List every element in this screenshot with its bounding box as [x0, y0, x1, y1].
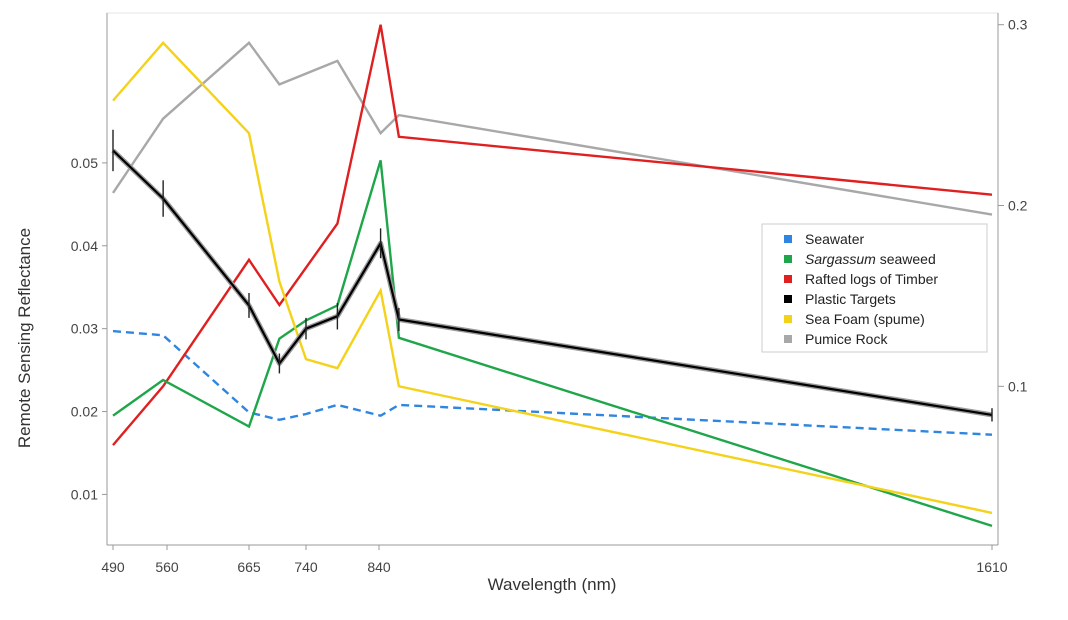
- x-tick-label: 490: [101, 559, 125, 575]
- legend-swatch: [784, 315, 792, 323]
- series-line-sea-foam-spume: [112, 41, 993, 515]
- x-tick-label: 560: [155, 559, 179, 575]
- y-tick-label: 0.02: [71, 404, 98, 420]
- series-line-rafted-logs-of-timber: [112, 24, 993, 446]
- x-tick-label: 840: [367, 559, 391, 575]
- legend-swatch: [784, 295, 792, 303]
- legend-label: Plastic Targets: [805, 291, 896, 307]
- legend: Seawater Sargassum seaweed Rafted logs of …: [761, 223, 988, 353]
- series-layer: [111, 24, 993, 528]
- axes-layer: 490 560 665 740 840 1610 0.01 0.02 0.03 0.04 0.05 0…: [71, 13, 1028, 575]
- legend-label: Sargassum seaweed: [805, 251, 936, 267]
- x-tick-label: 740: [294, 559, 318, 575]
- y-tick-label: 0.03: [71, 321, 98, 337]
- legend-swatch: [784, 275, 792, 283]
- x-tick-label: 1610: [976, 559, 1007, 575]
- legend-swatch: [784, 255, 792, 263]
- x-tick-label: 665: [237, 559, 261, 575]
- y-axis-title: Remote Sensing Reflectance: [15, 228, 34, 448]
- y-tick-label: 0.05: [71, 155, 98, 171]
- y2-tick-label: 0.3: [1008, 17, 1028, 33]
- legend-label: Sea Foam (spume): [805, 311, 925, 327]
- series-line-seawater: [112, 329, 993, 436]
- legend-label: Pumice Rock: [805, 331, 888, 347]
- y-tick-label: 0.04: [71, 238, 98, 254]
- legend-swatch: [784, 335, 792, 343]
- legend-label: Seawater: [805, 231, 864, 247]
- y2-tick-label: 0.2: [1008, 198, 1028, 214]
- legend-label: Rafted logs of Timber: [805, 271, 938, 287]
- y-tick-label: 0.01: [71, 486, 98, 502]
- x-axis-title: Wavelength (nm): [488, 575, 617, 594]
- legend-box: [761, 223, 988, 353]
- y2-tick-label: 0.1: [1008, 378, 1028, 394]
- legend-swatch: [784, 235, 792, 243]
